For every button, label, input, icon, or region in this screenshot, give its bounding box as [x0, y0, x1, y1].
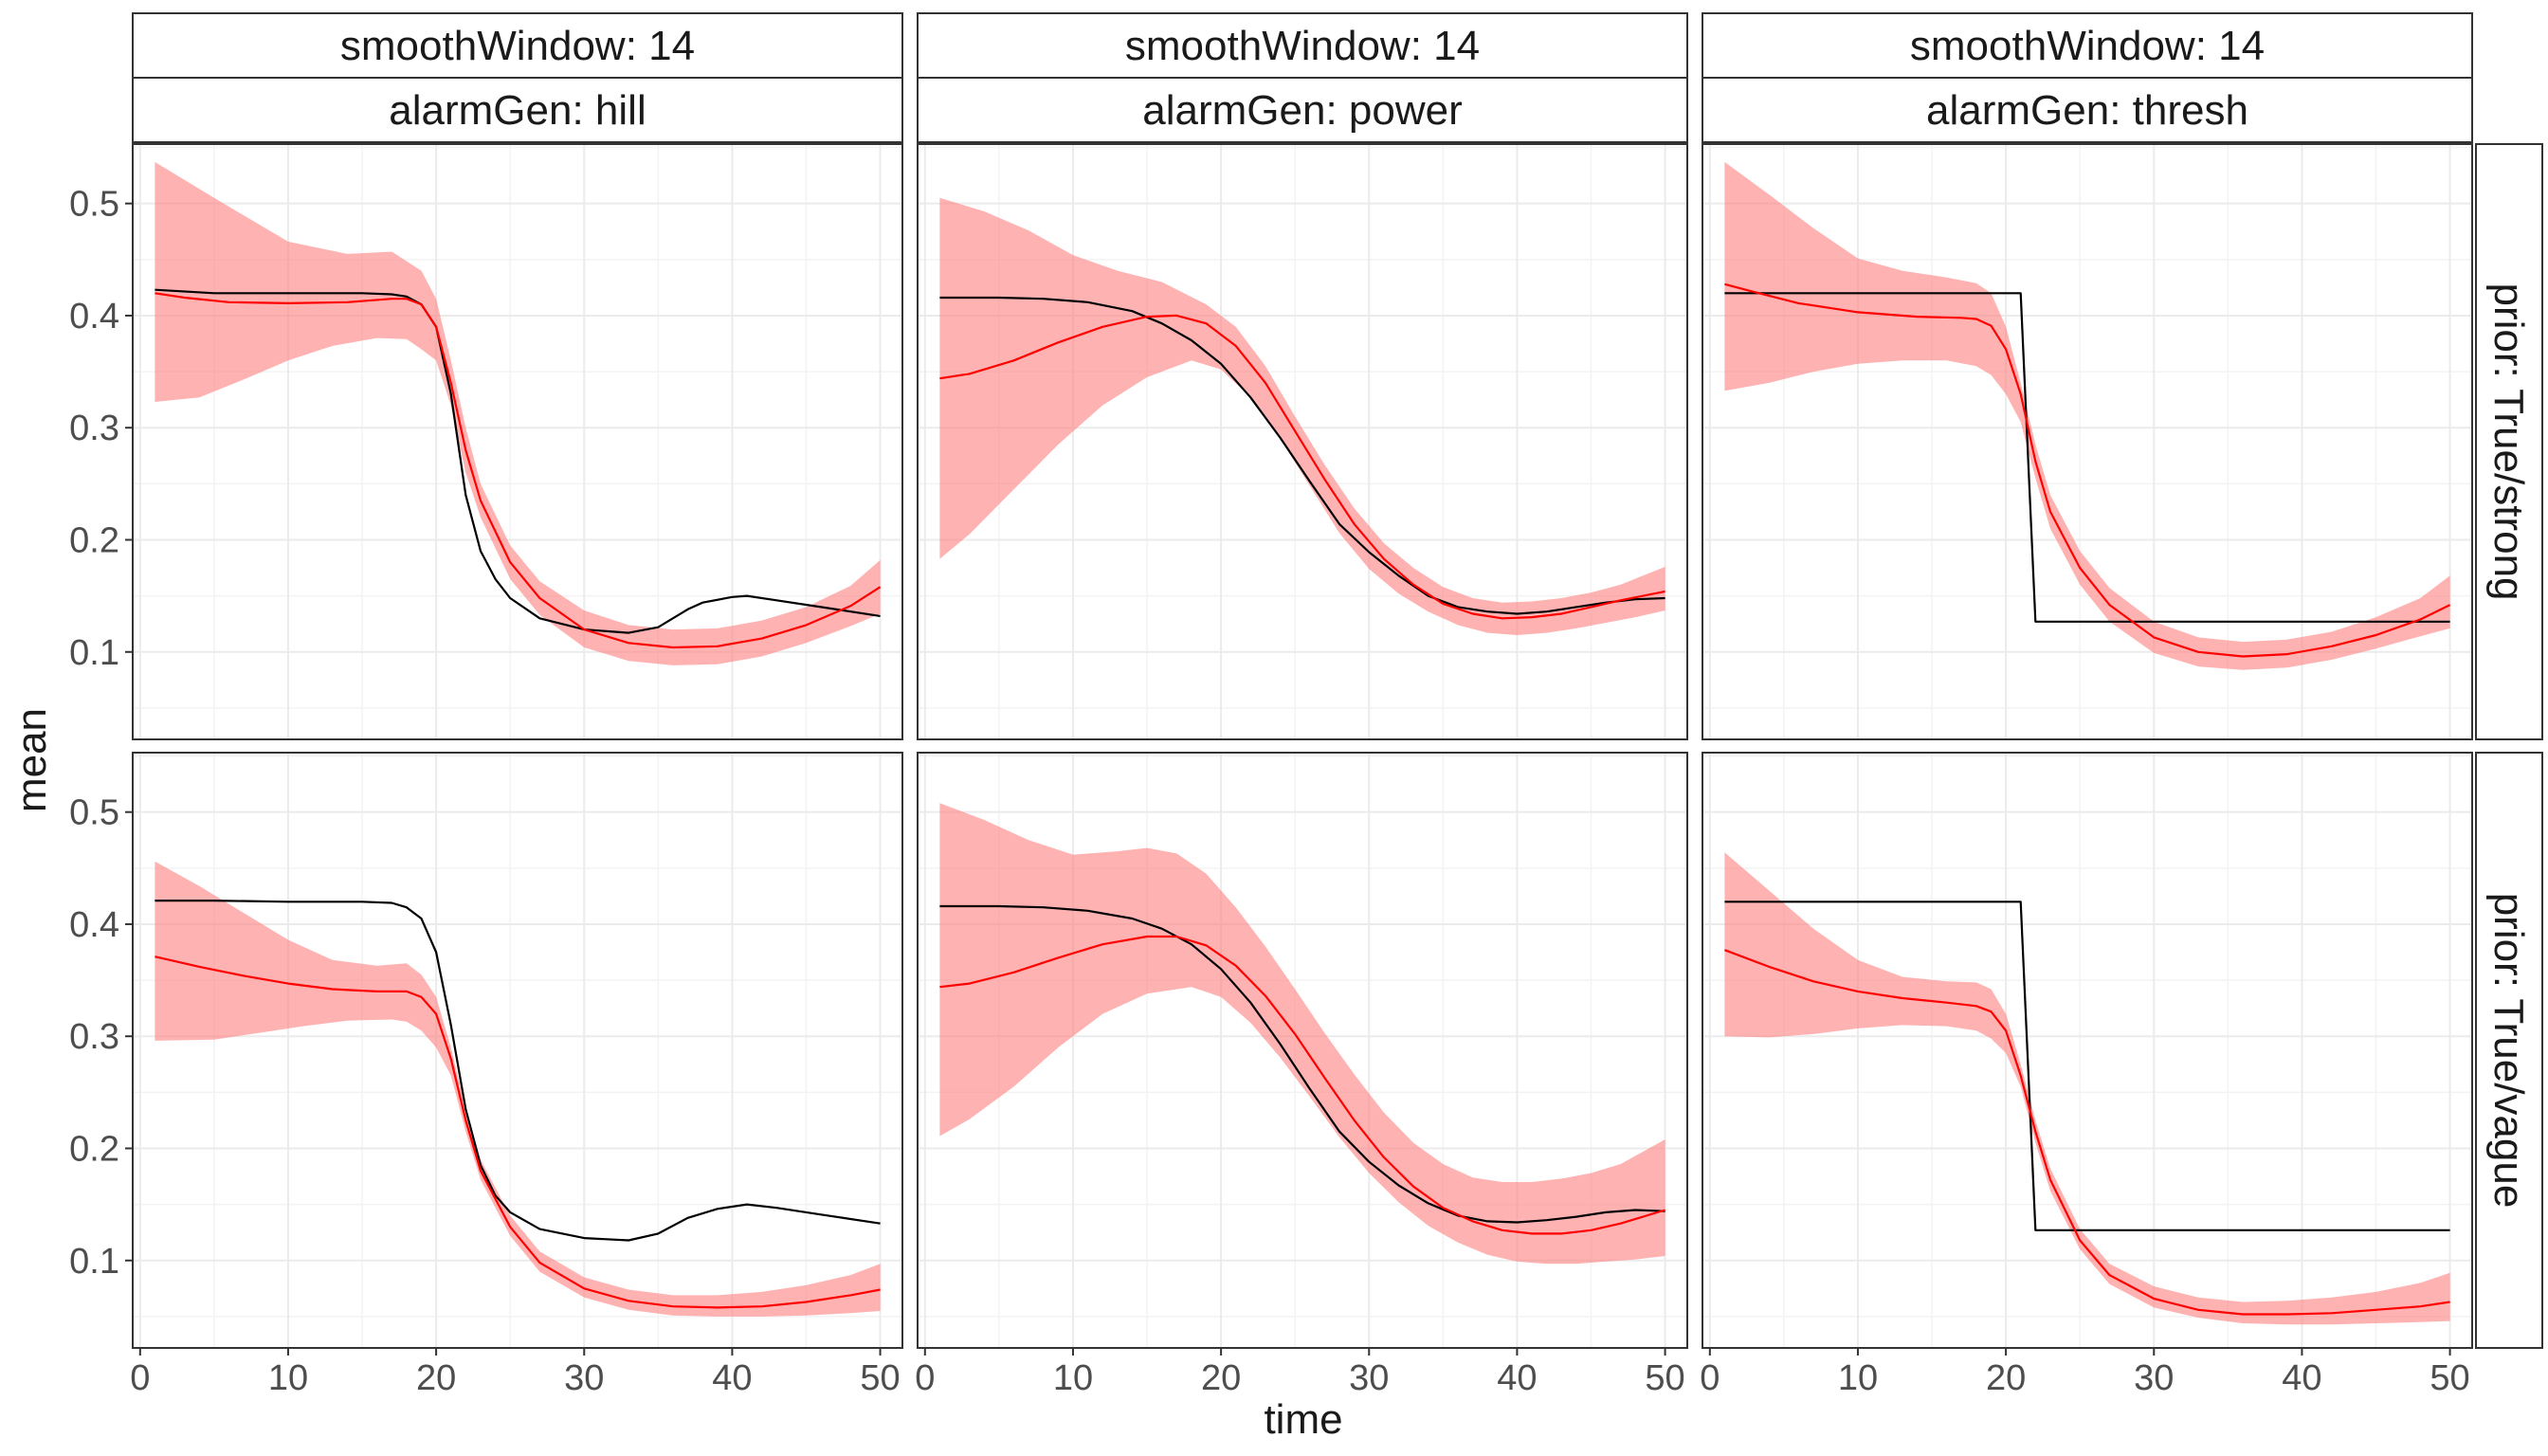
mean-series-line: [1724, 282, 2451, 658]
x-tick-label: 40: [1497, 1358, 1537, 1398]
facet-strip-bottom: [917, 77, 1688, 143]
y-axis-title: mean: [9, 708, 55, 812]
x-tick-label: 0: [915, 1358, 935, 1398]
true-series-line: [939, 296, 1665, 615]
x-tick-label: 50: [1645, 1358, 1684, 1398]
facet-strip-label: smoothWindow: 14: [340, 23, 695, 69]
facet-strip-right: [2475, 143, 2543, 740]
x-axis-title: time: [1264, 1396, 1342, 1443]
x-tick-label: 30: [564, 1358, 604, 1398]
panel-border: [132, 752, 903, 1349]
x-tick-label: 30: [1349, 1358, 1389, 1398]
facet-strip-label: prior: True/strong: [2485, 282, 2532, 600]
true-series-line: [1724, 901, 2450, 1231]
facet-panel: 0 10 20 30 40 50: [915, 752, 1688, 1398]
true-series-line: [1724, 292, 2450, 623]
panel-border: [1702, 752, 2473, 1349]
facet-strip-top: [132, 12, 903, 79]
credible-interval-ribbon: [155, 861, 881, 1317]
facet-strip-bottom: [132, 77, 903, 143]
facet-panel: [917, 143, 1688, 740]
facet-panel: 0 10 20 30 40 50: [1700, 752, 2473, 1398]
x-tick-label: 10: [1053, 1358, 1093, 1398]
facet-strip-label: prior: True/vague: [2485, 893, 2532, 1209]
x-tick-label: 30: [2134, 1358, 2174, 1398]
y-tick-label: 0.2: [69, 1129, 119, 1169]
facet-panel: [1702, 143, 2473, 740]
panel-border: [132, 143, 903, 740]
y-tick-label: 0.1: [69, 633, 119, 673]
facet-strip-top: [917, 12, 1688, 79]
x-tick-label: 20: [1986, 1358, 2026, 1398]
mean-series-line: [155, 292, 882, 649]
facet-panel: 0.1 0.2 0.3 0.4 0.5 0 10 20 30 40 50: [69, 752, 903, 1398]
facet-panel: 0.1 0.2 0.3 0.4 0.5: [69, 143, 903, 740]
panel-border: [917, 752, 1688, 1349]
panel-border: [1702, 143, 2473, 740]
x-tick-label: 50: [860, 1358, 900, 1398]
y-tick-label: 0.3: [69, 1017, 119, 1057]
facet-strip-right: [2475, 752, 2543, 1349]
true-series-line: [155, 900, 881, 1242]
y-tick-label: 0.5: [69, 793, 119, 833]
facet-strip-label: alarmGen: thresh: [1926, 87, 2248, 134]
y-tick-label: 0.5: [69, 185, 119, 225]
credible-interval-ribbon: [1724, 161, 2450, 670]
facet-strip-label: alarmGen: hill: [389, 87, 646, 134]
x-tick-label: 10: [1838, 1358, 1878, 1398]
mean-series-line: [939, 314, 1665, 620]
x-tick-label: 10: [268, 1358, 308, 1398]
facet-strip-label: smoothWindow: 14: [1910, 23, 2265, 69]
y-tick-label: 0.4: [69, 905, 119, 945]
credible-interval-ribbon: [939, 803, 1665, 1265]
x-tick-label: 0: [130, 1358, 150, 1398]
panel-border: [917, 143, 1688, 740]
x-tick-label: 40: [712, 1358, 752, 1398]
x-tick-label: 40: [2282, 1358, 2321, 1398]
y-tick-label: 0.3: [69, 409, 119, 448]
x-tick-label: 50: [2430, 1358, 2469, 1398]
y-tick-label: 0.1: [69, 1242, 119, 1282]
mean-series-line: [155, 956, 881, 1309]
y-tick-label: 0.4: [69, 297, 119, 337]
x-tick-label: 20: [1201, 1358, 1241, 1398]
true-series-line: [939, 904, 1665, 1224]
x-tick-label: 0: [1700, 1358, 1720, 1398]
facet-strip-label: smoothWindow: 14: [1125, 23, 1480, 69]
y-tick-label: 0.2: [69, 520, 119, 560]
facet-strip-label: alarmGen: power: [1142, 87, 1462, 134]
panel-background: [1702, 753, 2472, 1348]
facet-strip-bottom: [1702, 77, 2473, 143]
true-series-line: [155, 288, 881, 634]
mean-series-line: [1724, 949, 2450, 1316]
credible-interval-ribbon: [939, 197, 1665, 636]
x-tick-label: 20: [416, 1358, 456, 1398]
credible-interval-ribbon: [155, 161, 881, 665]
mean-series-line: [939, 935, 1665, 1235]
panel-background: [133, 753, 902, 1348]
